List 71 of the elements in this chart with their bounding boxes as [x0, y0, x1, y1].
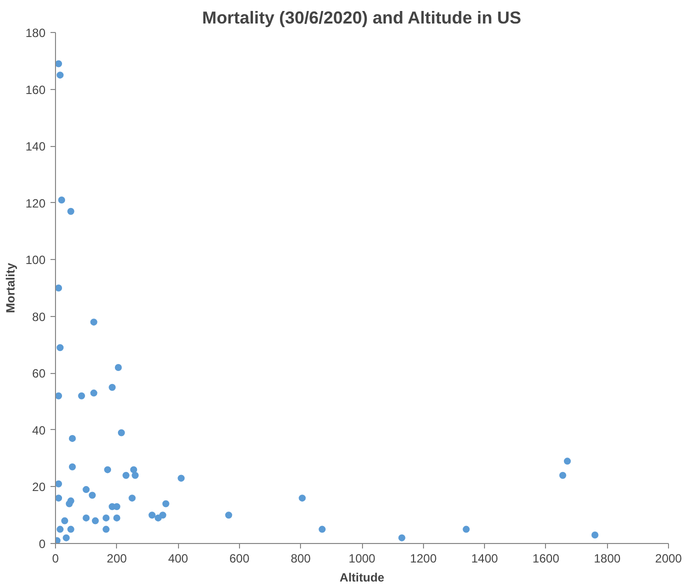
x-tick-label: 1000 [348, 552, 376, 566]
x-axis-title: Altitude [340, 570, 385, 584]
y-tick-label: 140 [25, 140, 46, 154]
x-tick-label: 1600 [532, 552, 560, 566]
y-tick-label: 60 [32, 366, 46, 381]
point [58, 196, 66, 204]
point [56, 60, 62, 68]
y-tick-label: 40 [32, 423, 46, 438]
point [128, 494, 136, 502]
point [113, 514, 120, 522]
point [78, 392, 86, 400]
point [559, 472, 566, 479]
point [82, 514, 90, 522]
point [318, 526, 326, 533]
point [154, 514, 162, 522]
point [56, 480, 62, 488]
point [148, 512, 156, 519]
x-tick-label: 0 [52, 552, 60, 566]
point [56, 72, 64, 79]
x-tick-label: 600 [229, 552, 250, 566]
y-tick-label: 100 [25, 253, 46, 268]
point [118, 429, 125, 436]
point [130, 466, 138, 474]
x-tick-label: 200 [106, 552, 128, 566]
point [90, 390, 98, 397]
point [67, 208, 74, 215]
point [298, 494, 306, 502]
point [462, 526, 470, 533]
x-tick-label: 1400 [471, 552, 498, 566]
point [56, 494, 62, 502]
y-axis-title: Mortality [3, 262, 18, 313]
point [62, 534, 70, 542]
point [104, 466, 112, 474]
point [82, 486, 90, 494]
point [108, 384, 116, 391]
point [92, 517, 99, 524]
y-tick-label: 20 [32, 480, 46, 494]
point [67, 526, 74, 533]
point [56, 284, 62, 292]
y-tick-label: 180 [25, 26, 46, 40]
point [102, 526, 110, 533]
x-tick-label: 1200 [410, 552, 437, 566]
y-tick-label: 120 [25, 196, 46, 210]
point [68, 434, 76, 442]
point [114, 364, 122, 371]
y-tick-label: 80 [32, 310, 46, 324]
point [90, 318, 98, 326]
point [132, 472, 139, 479]
x-tick-label: 800 [290, 552, 312, 566]
point [159, 512, 166, 519]
x-tick-label: 400 [168, 552, 188, 566]
point [102, 514, 110, 522]
point [225, 512, 232, 519]
point [178, 474, 185, 482]
chart-title: Mortality (30/6/2020) and Altitude in US [202, 8, 522, 28]
point [162, 500, 170, 508]
point [56, 392, 62, 400]
y-tick-label: 160 [25, 82, 46, 97]
point [591, 531, 598, 538]
point [122, 472, 130, 479]
point [56, 344, 64, 352]
x-tick-label: 2000 [655, 552, 682, 566]
point [56, 526, 64, 533]
x-tick-label: 1800 [594, 552, 621, 566]
point [68, 463, 76, 470]
point [66, 500, 73, 508]
point [398, 534, 406, 542]
point [564, 458, 571, 465]
point [61, 517, 68, 524]
y-tick-label: 0 [38, 537, 46, 551]
point [88, 492, 96, 499]
